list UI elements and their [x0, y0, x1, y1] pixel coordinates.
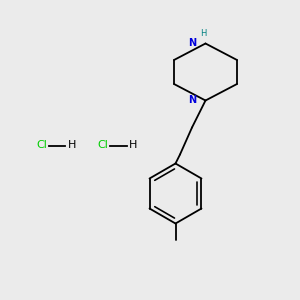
Text: N: N — [188, 38, 196, 48]
Text: Cl: Cl — [98, 140, 108, 151]
Text: H: H — [200, 29, 206, 38]
Text: H: H — [129, 140, 137, 151]
Text: H: H — [68, 140, 76, 151]
Text: Cl: Cl — [36, 140, 47, 151]
Text: N: N — [188, 95, 196, 105]
